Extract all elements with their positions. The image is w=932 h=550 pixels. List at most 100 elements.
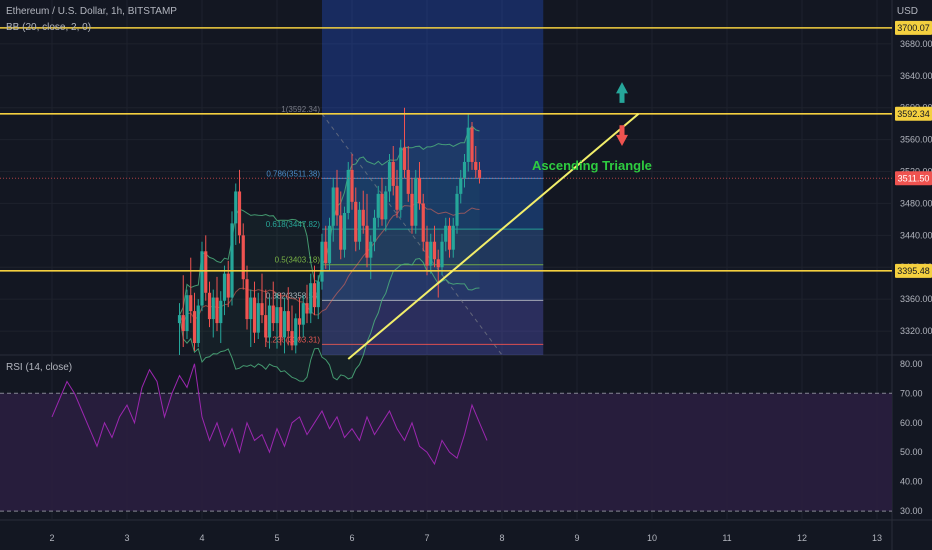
candle	[279, 292, 283, 346]
candle-body	[185, 295, 189, 332]
candle	[335, 169, 339, 226]
price-label-bg	[895, 106, 932, 121]
candle	[241, 223, 245, 290]
candle	[440, 233, 444, 276]
candle	[252, 281, 257, 344]
candle	[189, 257, 193, 324]
candle	[391, 145, 395, 196]
candle	[204, 235, 208, 301]
candle	[200, 241, 204, 312]
candle-body	[444, 225, 448, 242]
candle	[301, 295, 305, 338]
candle	[226, 260, 230, 308]
candle	[459, 169, 463, 204]
rsi-band	[0, 393, 892, 512]
x-tick-label: 13	[872, 533, 882, 543]
rsi-pane	[0, 363, 892, 512]
candle	[331, 177, 335, 242]
fib-zone	[322, 344, 544, 355]
candle-body	[207, 292, 212, 320]
candle-body	[211, 297, 215, 320]
candle	[354, 187, 358, 252]
candle-body	[286, 311, 290, 332]
candle	[185, 289, 189, 340]
highlight-box	[322, 0, 544, 355]
symbol-title: Ethereum / U.S. Dollar, 1h, BITSTAMP	[6, 6, 177, 17]
candle-body	[324, 241, 328, 264]
ascending-trend-line	[347, 113, 640, 360]
candle	[192, 292, 197, 352]
candle-body	[342, 213, 347, 250]
candle-body	[192, 311, 197, 344]
candle-body	[432, 241, 437, 260]
date-range-highlight	[322, 0, 544, 355]
candle-body	[357, 209, 362, 242]
candle	[421, 193, 425, 252]
candle-body	[241, 235, 245, 280]
candle-body	[271, 305, 275, 324]
candle-body	[331, 187, 335, 226]
candle	[444, 217, 448, 252]
candle	[320, 233, 324, 290]
candle-body	[414, 177, 418, 226]
candle-body	[234, 191, 238, 224]
candle-body	[380, 193, 384, 220]
candle	[290, 305, 294, 351]
candle-body	[305, 303, 309, 314]
candle-body	[451, 225, 455, 250]
candle-body	[474, 161, 478, 170]
x-tick-label: 5	[274, 533, 279, 543]
candle-body	[177, 315, 182, 324]
candle-body	[410, 193, 414, 226]
candle	[222, 265, 227, 316]
rsi-y-tick-label: 80.00	[900, 359, 923, 369]
price-label: 3592.34	[897, 109, 930, 119]
candle	[406, 145, 410, 202]
candle-body	[399, 147, 403, 210]
candle	[384, 185, 388, 232]
candles	[177, 107, 482, 355]
candle-body	[417, 177, 422, 204]
candle	[260, 273, 264, 324]
candle-body	[316, 281, 320, 308]
trend-line	[347, 113, 640, 360]
candle	[414, 169, 418, 234]
candle	[466, 114, 470, 172]
y-tick-label: 3480.00	[900, 198, 932, 208]
x-tick-label: 3	[124, 533, 129, 543]
candle-body	[369, 241, 373, 258]
candle	[312, 265, 317, 316]
candle	[417, 161, 422, 210]
y-tick-label: 3640.00	[900, 71, 932, 81]
candle-body	[447, 225, 452, 250]
candle-body	[436, 259, 440, 268]
candle-body	[350, 169, 354, 202]
candle	[309, 273, 313, 324]
x-tick-label: 4	[199, 533, 204, 543]
candle-body	[470, 127, 474, 162]
candle-body	[279, 307, 283, 338]
price-label-bg	[895, 263, 932, 278]
candle-body	[339, 215, 343, 250]
axes: 23456789101112133700.003680.003640.00360…	[49, 20, 932, 543]
candle	[297, 297, 302, 341]
candle	[211, 289, 215, 338]
candle-body	[395, 185, 399, 210]
candle-body	[309, 283, 313, 314]
x-tick-label: 9	[574, 533, 579, 543]
candle	[327, 217, 332, 272]
candle	[234, 183, 238, 245]
x-tick-label: 2	[49, 533, 54, 543]
pattern-annotation: Ascending Triangle	[532, 158, 652, 173]
candle	[256, 292, 260, 340]
bb-basis	[179, 201, 480, 325]
x-tick-label: 10	[647, 533, 657, 543]
candle-body	[365, 225, 369, 258]
candle-body	[200, 251, 204, 306]
bb-indicator-label: BB (20, close, 2, 0)	[6, 22, 92, 33]
candle-body	[256, 303, 260, 333]
rsi-y-tick-label: 30.00	[900, 506, 923, 516]
candle-body	[354, 201, 358, 242]
candle	[432, 225, 437, 268]
